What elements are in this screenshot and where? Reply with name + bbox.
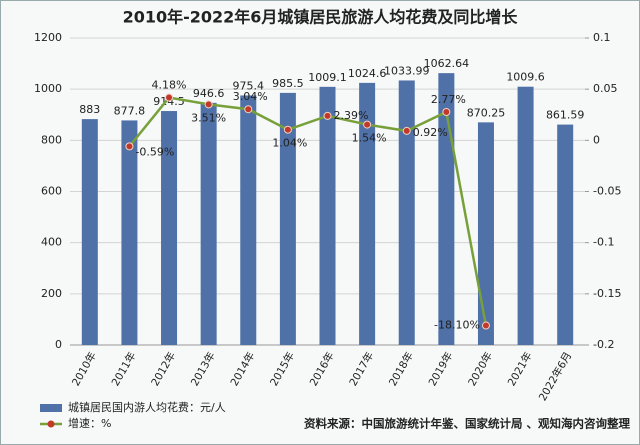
legend-marker <box>47 420 55 428</box>
y2-tick-label: -0.1 <box>593 236 614 249</box>
y2-tick-label: -0.05 <box>593 185 621 198</box>
marker <box>363 120 372 129</box>
bar <box>240 95 257 345</box>
bar <box>438 73 455 345</box>
bar <box>319 86 336 345</box>
y-tick-label: 1200 <box>34 31 62 44</box>
line <box>128 96 488 326</box>
line-value-label: 0.92% <box>413 126 448 139</box>
chart-title: 2010年-2022年6月城镇居民旅游人均花费及同比增长 <box>123 8 519 27</box>
y2-tick-label: 0.1 <box>593 31 611 44</box>
marker <box>244 105 253 114</box>
bar <box>477 122 494 345</box>
bar-value-label: 1062.64 <box>424 57 470 70</box>
bar <box>557 124 574 345</box>
bar <box>161 111 178 346</box>
bar-value-label: 975.4 <box>233 79 265 92</box>
bar <box>517 86 534 345</box>
bar-value-label: 946.6 <box>193 87 225 100</box>
bar <box>81 119 98 345</box>
bar-value-label: 1033.99 <box>384 64 430 77</box>
bar <box>398 80 415 346</box>
line-value-label: 1.04% <box>272 137 307 150</box>
line-value-label: 1.54% <box>352 132 387 145</box>
bar-value-label: 870.25 <box>467 106 506 119</box>
bar <box>279 92 296 345</box>
bar-value-label: 985.5 <box>272 77 304 90</box>
marker <box>204 100 213 109</box>
y-tick-label: 400 <box>41 236 62 249</box>
line-value-label: 4.18% <box>152 79 187 92</box>
bar <box>359 82 376 345</box>
legend-label: 城镇居民国内游人均花费：元/人 <box>68 400 226 414</box>
y-tick-label: 0 <box>55 338 62 351</box>
marker <box>165 93 174 102</box>
bar <box>200 102 217 346</box>
line-value-label: -0.59% <box>135 145 174 158</box>
marker <box>481 321 490 330</box>
line-value-label: -18.10% <box>434 319 480 332</box>
line-value-label: 2.77% <box>431 93 466 106</box>
y-tick-label: 600 <box>41 185 62 198</box>
y-tick-label: 800 <box>41 133 62 146</box>
legend-swatch <box>40 404 62 412</box>
bar-value-label: 1009.6 <box>506 71 545 84</box>
bar-value-label: 1009.1 <box>308 71 347 84</box>
y2-tick-label: 0 <box>593 133 600 146</box>
line-value-label: 3.51% <box>191 111 226 124</box>
line-value-label: 2.39% <box>334 109 369 122</box>
y2-tick-label: -0.2 <box>593 338 614 351</box>
bar-value-label: 877.8 <box>114 104 146 117</box>
y-tick-label: 200 <box>41 287 62 300</box>
bar <box>121 120 138 345</box>
y-tick-label: 1000 <box>34 82 62 95</box>
y2-tick-label: 0.05 <box>593 82 618 95</box>
y2-tick-label: -0.15 <box>593 287 621 300</box>
marker <box>125 142 134 151</box>
marker <box>283 125 292 134</box>
bar-value-label: 883 <box>79 103 100 116</box>
source: 资料来源：中国旅游统计年鉴、国家统计局 、观知海内咨询整理 <box>304 417 631 431</box>
marker <box>442 107 451 116</box>
marker <box>323 111 332 120</box>
bar-value-label: 861.59 <box>546 109 585 122</box>
bar-value-label: 1024.6 <box>348 67 387 80</box>
legend-label: 增速：% <box>68 416 111 430</box>
line-value-label: 3.04% <box>233 90 268 103</box>
marker <box>402 126 411 135</box>
